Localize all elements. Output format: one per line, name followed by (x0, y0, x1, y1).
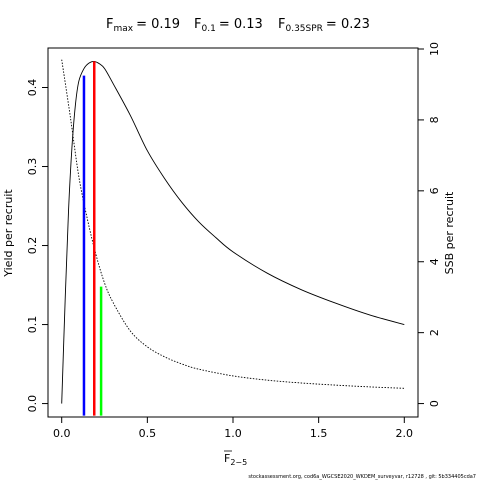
x-tick-label: 2.0 (396, 427, 414, 440)
x-tick-label: 0.5 (139, 427, 157, 440)
x-axis-label-text: F (224, 452, 230, 465)
reference-lines (82, 61, 103, 416)
svg-text:F0.35SPR= 0.23: F0.35SPR = 0.23 (278, 17, 370, 34)
y-axis-right: 0 2 4 6 8 10 (418, 42, 441, 407)
y-axis-left: 0.0 0.1 0.2 0.3 0.4 (26, 79, 48, 413)
y-left-tick-label: 0.3 (26, 158, 39, 176)
y-right-tick-label: 0 (428, 400, 441, 407)
yield-per-recruit-line (61, 60, 405, 404)
y-right-tick-label: 10 (428, 42, 441, 56)
chart-title: Fmax = 0.19 F0.1 = 0.13 F0.35SPR = 0.23 (106, 17, 370, 34)
y-left-tick-label: 0.4 (26, 79, 39, 97)
title-f01-value: = 0.13 (219, 17, 263, 32)
footer-text: stockassessment.org, cod6a_WGCSE2020_WKD… (248, 474, 476, 480)
y-right-tick-label: 8 (428, 116, 441, 123)
title-f01-label: F (194, 17, 201, 32)
y-left-tick-label: 0.1 (26, 316, 39, 334)
x-tick-label: 1.5 (310, 427, 328, 440)
svg-text:F0.1= 0.13: F0.1 = 0.13 (194, 17, 263, 34)
series-layer (61, 59, 405, 404)
title-f01-sub: 0.1 (201, 24, 215, 34)
svg-text:F2−5: F2−5 (224, 452, 247, 467)
title-fspr-value: = 0.23 (326, 17, 370, 32)
y-right-tick-label: 6 (428, 187, 441, 194)
x-axis-label-sub: 2−5 (230, 458, 247, 467)
title-fmax-value: = 0.19 (136, 17, 180, 32)
y-right-tick-label: 4 (428, 258, 441, 265)
y-axis-left-label: Yield per recruit (2, 189, 15, 278)
y-left-tick-label: 0.2 (26, 237, 39, 255)
plot-frame (47, 47, 419, 418)
y-left-tick-label: 0.0 (26, 395, 39, 413)
x-axis: 0.0 0.5 1.0 1.5 2.0 (53, 417, 413, 440)
x-tick-label: 0.0 (53, 427, 71, 440)
title-fmax-sub: max (113, 24, 133, 34)
title-fmax-label: F (106, 17, 113, 32)
x-tick-label: 1.0 (224, 427, 242, 440)
title-fspr-label: F (278, 17, 285, 32)
svg-text:Fmax= 0.19: Fmax = 0.19 (106, 17, 180, 34)
title-fspr-sub: 0.35SPR (285, 24, 322, 34)
x-axis-label: F2−5 (224, 450, 247, 467)
y-right-tick-label: 2 (428, 329, 441, 336)
ssb-per-recruit-line (61, 59, 405, 389)
y-axis-right-label: SSB per recruit (443, 191, 456, 274)
